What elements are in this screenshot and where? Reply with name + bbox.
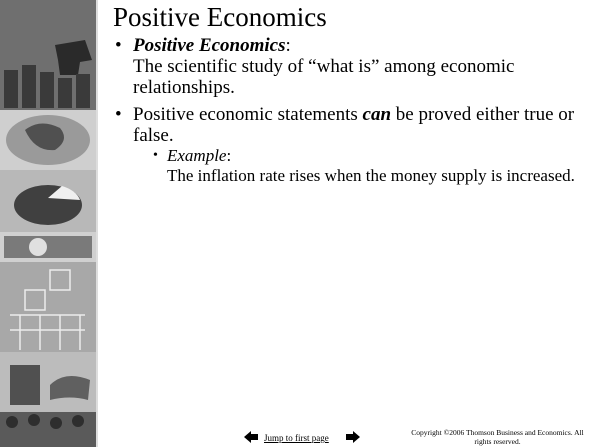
first-page-link[interactable]: Jump to first page <box>264 433 329 443</box>
slide-title: Positive Economics <box>113 2 327 33</box>
copyright: Copyright ©2006 Thomson Business and Eco… <box>410 428 585 446</box>
bullet-list: Positive Economics: The scientific study… <box>115 35 585 192</box>
bullet: Positive economic statements can be prov… <box>115 104 585 186</box>
emphasis: can <box>363 104 392 125</box>
slide: Positive Economics Positive Economics: T… <box>0 0 592 447</box>
prev-arrow[interactable] <box>244 431 258 443</box>
text-run: Positive economic statements <box>133 104 363 125</box>
image-strip <box>0 0 100 447</box>
term: Example <box>167 146 226 165</box>
text-run: : <box>286 35 291 56</box>
sub-bullet: Example: The inflation rate rises when t… <box>133 146 585 186</box>
bullet: Positive Economics: The scientific study… <box>115 35 585 98</box>
term: Positive Economics <box>133 35 286 56</box>
sub-bullet-body: The inflation rate rises when the money … <box>167 166 585 186</box>
footer: Jump to first page Copyright ©2006 Thoms… <box>240 428 592 447</box>
bullet-body: The scientific study of “what is” among … <box>133 56 585 98</box>
next-arrow[interactable] <box>346 431 360 443</box>
text-run: : <box>226 146 231 165</box>
